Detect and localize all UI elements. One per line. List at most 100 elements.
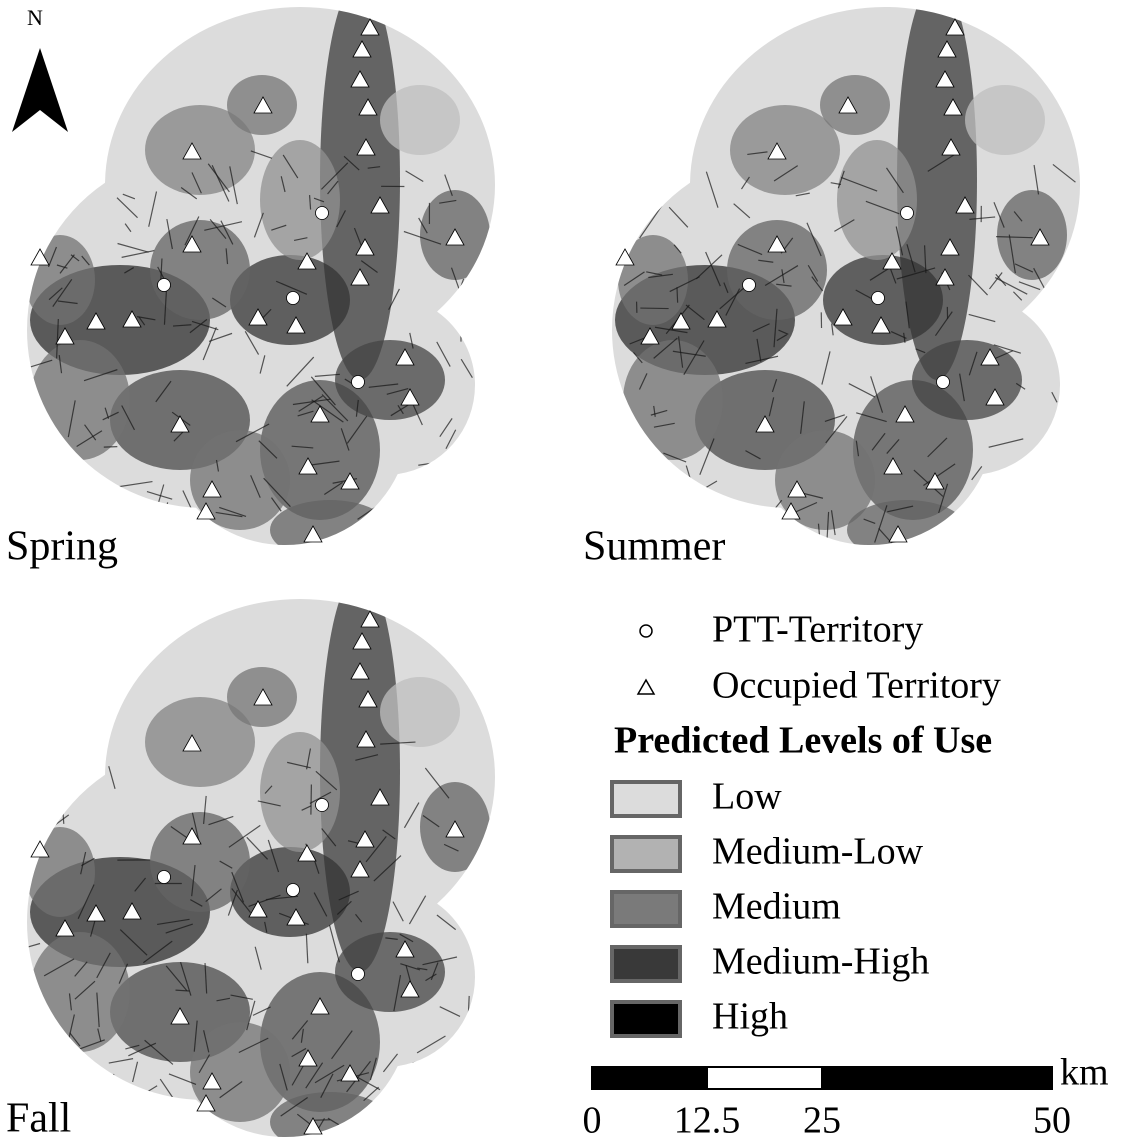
- ptt-territory: [287, 292, 300, 305]
- use-patch: [25, 827, 95, 917]
- map-label: Fall: [6, 1096, 71, 1142]
- scale-bar: 0 12.5 25 50 km: [583, 1052, 1109, 1142]
- terrain-streak: [422, 500, 426, 511]
- terrain-streak: [89, 511, 116, 514]
- terrain-streak: [410, 1083, 420, 1086]
- terrain-streak: [602, 488, 640, 490]
- ptt-territory: [743, 279, 756, 292]
- terrain-streak: [981, 486, 982, 522]
- ptt-territory: [316, 207, 329, 220]
- scale-segment: [822, 1067, 1052, 1089]
- scale-tick-label: 25: [803, 1100, 841, 1142]
- use-patch: [380, 677, 460, 747]
- scale-unit: km: [1060, 1052, 1109, 1094]
- ptt-territory: [158, 871, 171, 884]
- map-label: Spring: [6, 524, 118, 570]
- use-patch: [837, 140, 917, 260]
- maps: [0, 0, 1105, 1144]
- terrain-streak: [161, 502, 168, 534]
- ptt-territory: [872, 292, 885, 305]
- terrain-streak: [154, 519, 158, 556]
- terrain-streak: [1039, 522, 1050, 530]
- level-swatch: [612, 837, 680, 871]
- terrain-streak: [38, 185, 56, 193]
- level-swatch: [612, 892, 680, 926]
- ptt-territory: [352, 968, 365, 981]
- scale-segment: [592, 1067, 707, 1089]
- use-patch: [380, 85, 460, 155]
- use-patch: [30, 932, 130, 1052]
- scale-tick-label: 0: [583, 1100, 602, 1142]
- scale-segment: [707, 1067, 822, 1089]
- terrain-streak: [658, 463, 659, 499]
- terrain-streak: [176, 990, 190, 991]
- map: [0, 572, 520, 1144]
- use-patch: [965, 85, 1045, 155]
- terrain-streak: [104, 447, 118, 448]
- terrain-streak: [380, 1102, 388, 1119]
- terrain-streak: [393, 1095, 402, 1121]
- terrain-streak: [384, 522, 403, 538]
- ptt-territory: [287, 884, 300, 897]
- ptt-territory: [158, 279, 171, 292]
- terrain-streak: [313, 1120, 330, 1121]
- ptt-territory: [316, 799, 329, 812]
- ptt-territory: [901, 207, 914, 220]
- terrain-streak: [87, 1076, 122, 1085]
- use-patch: [820, 75, 890, 135]
- legend-title: Predicted Levels of Use: [614, 720, 992, 762]
- map: [0, 0, 520, 560]
- terrain-streak: [70, 473, 75, 501]
- terrain-streak: [990, 520, 1001, 525]
- level-label: Medium: [712, 886, 841, 928]
- terrain-streak: [111, 1074, 113, 1106]
- use-patch: [912, 340, 1022, 420]
- terrain-streak: [100, 1101, 117, 1127]
- terrain-streak: [63, 813, 64, 823]
- terrain-streak: [54, 157, 64, 167]
- map-label: Summer: [583, 524, 725, 570]
- ptt-territory: [937, 376, 950, 389]
- use-patch: [847, 500, 967, 560]
- terrain-streak: [38, 178, 47, 204]
- legend-circle: [640, 625, 652, 637]
- terrain-streak: [49, 211, 56, 222]
- level-swatch: [612, 947, 680, 981]
- terrain-streak: [449, 302, 469, 325]
- legend-label: Occupied Territory: [712, 665, 1001, 707]
- figure: N Spring Summer Fall PTT-Territory Occup…: [0, 0, 1135, 1144]
- ptt-territory: [352, 376, 365, 389]
- use-patch: [30, 340, 130, 460]
- terrain-streak: [454, 520, 455, 535]
- terrain-streak: [447, 1067, 462, 1093]
- level-swatch: [612, 1002, 680, 1036]
- map: [585, 0, 1105, 562]
- terrain-streak: [716, 499, 727, 501]
- scale-tick-label: 12.5: [674, 1100, 741, 1142]
- level-label: High: [712, 996, 788, 1038]
- north-label: N: [27, 5, 43, 30]
- level-label: Low: [712, 776, 782, 818]
- legend-triangle: [638, 680, 654, 694]
- terrain-streak: [1050, 325, 1055, 335]
- use-patch: [25, 235, 95, 325]
- level-label: Medium-Low: [712, 831, 924, 873]
- terrain-streak: [623, 192, 645, 204]
- terrain-streak: [39, 483, 53, 491]
- legend-levels: Low Medium-Low Medium Medium-High High: [612, 776, 929, 1038]
- level-label: Medium-High: [712, 941, 929, 983]
- legend-label: PTT-Territory: [712, 609, 923, 651]
- use-patch: [260, 732, 340, 852]
- terrain-streak: [38, 507, 57, 519]
- terrain-streak: [55, 193, 74, 207]
- level-swatch: [612, 782, 680, 816]
- scale-tick-label: 50: [1033, 1100, 1071, 1142]
- terrain-streak: [661, 474, 671, 482]
- terrain-streak: [640, 308, 668, 309]
- use-patch: [997, 190, 1067, 280]
- north-arrow: [12, 48, 68, 132]
- terrain-streak: [677, 287, 678, 302]
- terrain-streak: [180, 523, 187, 533]
- terrain-streak: [110, 1089, 121, 1113]
- terrain-streak: [96, 765, 100, 778]
